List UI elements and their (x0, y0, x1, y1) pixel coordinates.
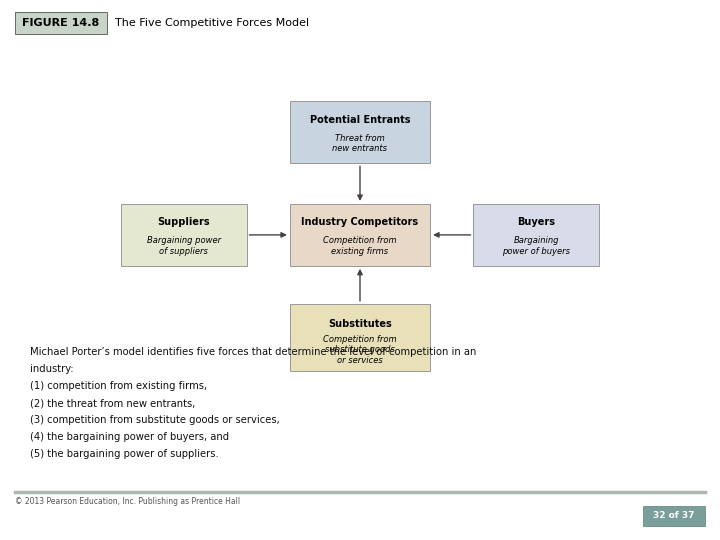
Text: industry:: industry: (30, 364, 73, 374)
FancyBboxPatch shape (474, 204, 599, 266)
Text: Bargaining power
of suppliers: Bargaining power of suppliers (147, 237, 220, 256)
Text: Bargaining
power of buyers: Bargaining power of buyers (503, 237, 570, 256)
Text: Michael Porter’s model identifies five forces that determine the level of compet: Michael Porter’s model identifies five f… (30, 347, 477, 357)
Text: (1) competition from existing firms,: (1) competition from existing firms, (30, 381, 207, 391)
Text: (5) the bargaining power of suppliers.: (5) the bargaining power of suppliers. (30, 449, 219, 459)
Text: (2) the threat from new entrants,: (2) the threat from new entrants, (30, 398, 195, 408)
Text: Industry Competitors: Industry Competitors (302, 218, 418, 227)
Text: The Five Competitive Forces Model: The Five Competitive Forces Model (115, 18, 309, 28)
Text: Suppliers: Suppliers (157, 218, 210, 227)
FancyBboxPatch shape (15, 12, 107, 34)
Text: FIGURE 14.8: FIGURE 14.8 (22, 18, 99, 28)
Text: Potential Entrants: Potential Entrants (310, 115, 410, 125)
FancyBboxPatch shape (643, 506, 705, 526)
Text: (3) competition from substitute goods or services,: (3) competition from substitute goods or… (30, 415, 280, 425)
Text: Substitutes: Substitutes (328, 319, 392, 329)
Text: (4) the bargaining power of buyers, and: (4) the bargaining power of buyers, and (30, 432, 229, 442)
FancyBboxPatch shape (289, 204, 431, 266)
FancyBboxPatch shape (289, 303, 431, 372)
Text: Competition from
existing firms: Competition from existing firms (323, 237, 397, 256)
Text: Threat from
new entrants: Threat from new entrants (333, 134, 387, 153)
FancyBboxPatch shape (289, 102, 431, 163)
Text: © 2013 Pearson Education, Inc. Publishing as Prentice Hall: © 2013 Pearson Education, Inc. Publishin… (15, 497, 240, 507)
FancyBboxPatch shape (121, 204, 246, 266)
Text: Buyers: Buyers (518, 218, 555, 227)
Text: Competition from
substitute goods
or services: Competition from substitute goods or ser… (323, 335, 397, 365)
Text: 32 of 37: 32 of 37 (653, 511, 695, 521)
